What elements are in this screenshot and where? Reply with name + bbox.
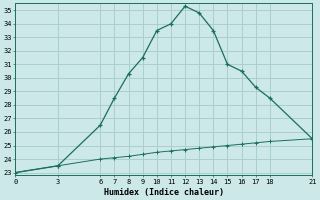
X-axis label: Humidex (Indice chaleur): Humidex (Indice chaleur) — [104, 188, 224, 197]
